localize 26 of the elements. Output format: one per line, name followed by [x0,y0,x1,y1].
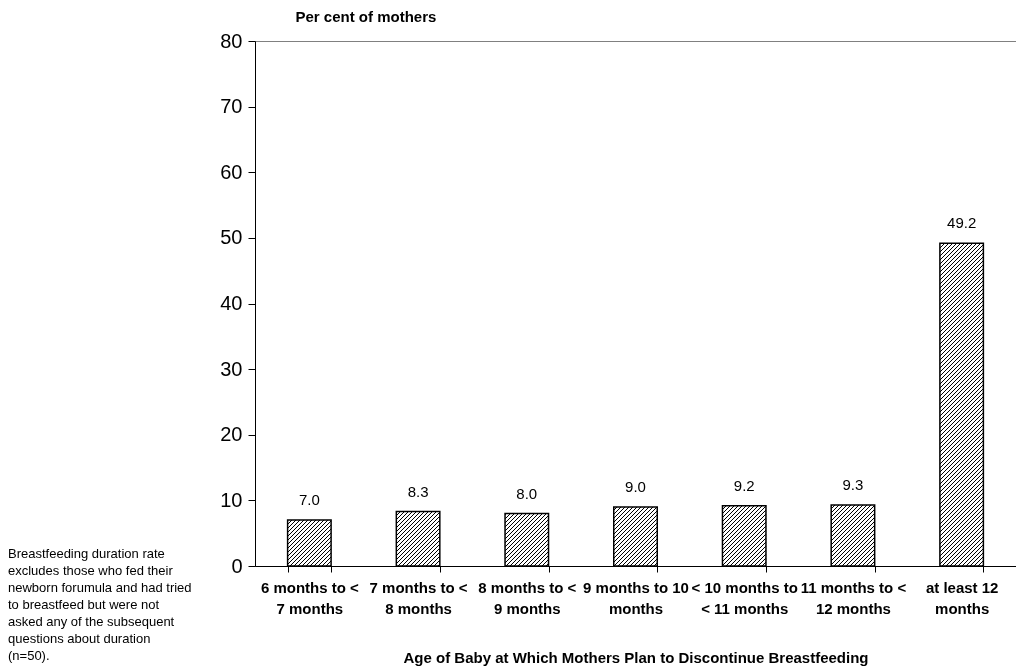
data-label: 9.3 [842,475,864,493]
y-tick-label: 10 [220,488,243,511]
x-tick-label: < 10 months to < 11 months [691,578,798,617]
y-tick-label: 50 [220,226,243,249]
x-tick-label: 6 months to < 7 months [260,578,360,617]
data-label: 7.0 [298,491,320,509]
y-tick-label: 40 [220,292,243,314]
y-tick-label: 0 [231,554,243,577]
data-label: 49.2 [947,214,977,232]
x-tick-label: at least 12 months [925,578,999,617]
y-tick-label: 80 [220,29,243,52]
y-axis-title: Per cent of mothers [295,7,437,25]
data-label: 9.2 [733,476,755,494]
x-tick-label: 8 months to < 9 months [478,578,577,617]
y-tick-label: 70 [220,95,243,118]
y-tick-label: 30 [220,357,243,380]
x-tick-label: 11 months to < 12 months [800,578,907,617]
data-label: 9.0 [625,477,646,495]
y-tick-label: 20 [220,423,243,446]
data-label: 8.3 [407,482,429,500]
text: Breastfeeding duration rate excludes those who fed their newborn forumula and had tried to breastfeed but were not asked any of the subsequent questions about duration (n=50). [8,546,192,663]
x-tick-label: 7 months to < 8 months [369,578,468,617]
x-tick-label: 9 months to 10 months [583,578,689,617]
y-tick-label: 60 [220,160,243,183]
data-label: 8.0 [516,484,538,502]
x-axis-title: Age of Baby at Which Mothers Plan to Discontinue Breastfeeding [403,648,869,666]
